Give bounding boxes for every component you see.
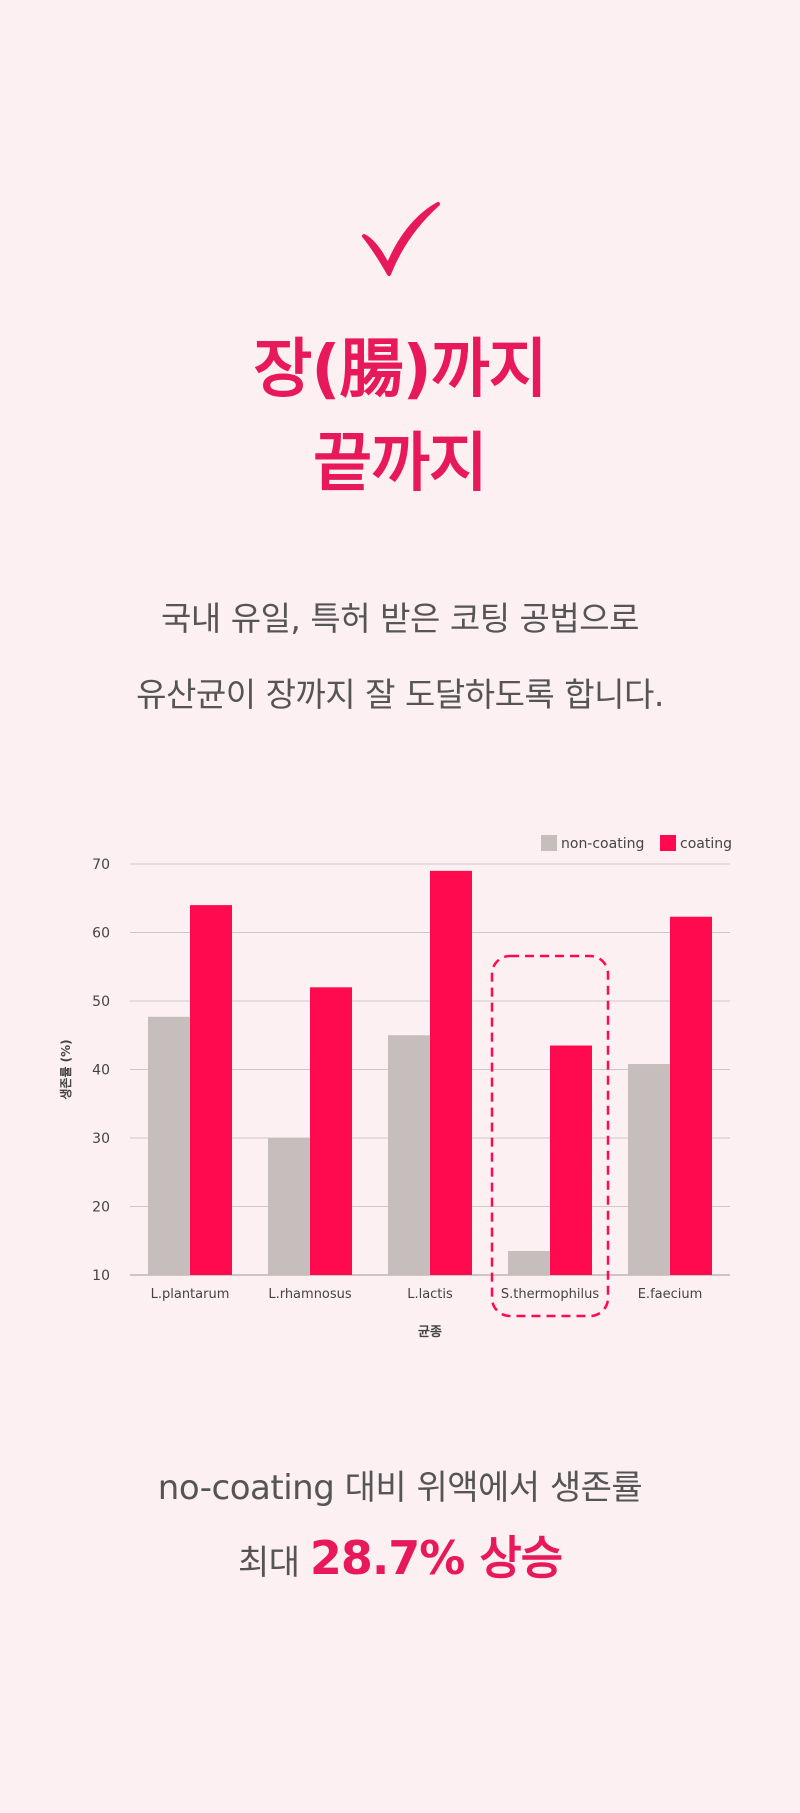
survival-rate-bar-chart: 10 20 30 40 50 60 70 L.plantarum L.rhamnosus L.la… <box>58 835 732 1340</box>
bar-coating-efaecium <box>670 916 712 1275</box>
subtitle-line-2: 유산균이 장까지 잘 도달하도록 합니다. <box>136 675 664 714</box>
x-tick-label: E.faecium <box>638 1287 703 1302</box>
headline-line-2: 끝까지 <box>313 427 488 501</box>
bar-coating-lrhamnosus <box>310 987 352 1275</box>
headline-line-1: 장(腸)까지 <box>253 333 547 407</box>
bar-non-coating-lplantarum <box>148 1016 190 1275</box>
y-tick-label: 20 <box>92 1200 110 1216</box>
highlight-box <box>490 954 610 1318</box>
y-tick-label: 50 <box>92 994 110 1010</box>
bar-non-coating-lrhamnosus <box>268 1138 310 1275</box>
bar-coating-sthermophilus <box>550 1045 592 1275</box>
y-tick-label: 60 <box>92 926 110 942</box>
legend-label: non-coating <box>561 836 644 852</box>
y-tick-label: 70 <box>92 857 110 873</box>
legend-swatch <box>660 835 676 851</box>
x-tick-label: L.rhamnosus <box>268 1287 352 1302</box>
bar-non-coating-sthermophilus <box>508 1251 550 1275</box>
y-tick-label: 30 <box>92 1131 110 1147</box>
y-tick-label: 10 <box>92 1268 110 1284</box>
x-tick-label: S.thermophilus <box>501 1287 599 1302</box>
x-axis-title: 균종 <box>418 1325 442 1340</box>
footer-line-2: 최대 28.7% 상승 <box>0 1522 800 1588</box>
bar-non-coating-llactis <box>388 1035 430 1275</box>
x-tick-label: L.plantarum <box>151 1287 230 1302</box>
legend-swatch <box>541 835 557 851</box>
bar-coating-lplantarum <box>190 905 232 1275</box>
x-tick-label: L.lactis <box>407 1287 453 1302</box>
bar-non-coating-efaecium <box>628 1064 670 1275</box>
legend-label: coating <box>680 836 732 852</box>
bar-coating-llactis <box>430 870 472 1275</box>
subtitle-line-1: 국내 유일, 특허 받은 코팅 공법으로 <box>161 599 639 638</box>
y-tick-label: 40 <box>92 1063 110 1079</box>
y-axis-title: 생존률 (%) <box>58 1039 73 1099</box>
footer-highlight: 28.7% 상승 <box>309 1531 563 1585</box>
footer-prefix: 최대 <box>237 1543 300 1583</box>
footer-line-1: no-coating 대비 위액에서 생존률 <box>157 1468 643 1508</box>
check-icon <box>362 202 440 276</box>
